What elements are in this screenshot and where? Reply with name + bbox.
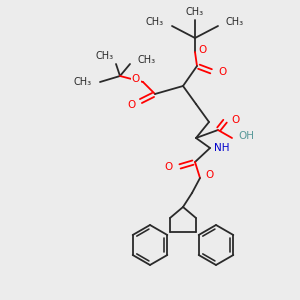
Text: CH₃: CH₃ — [74, 77, 92, 87]
Text: CH₃: CH₃ — [146, 17, 164, 27]
Text: OH: OH — [238, 131, 254, 141]
Text: O: O — [132, 74, 140, 84]
Text: CH₃: CH₃ — [96, 51, 114, 61]
Text: O: O — [198, 45, 206, 55]
Text: CH₃: CH₃ — [226, 17, 244, 27]
Text: O: O — [128, 100, 136, 110]
Text: O: O — [165, 162, 173, 172]
Text: O: O — [205, 170, 213, 180]
Text: NH: NH — [214, 143, 230, 153]
Text: O: O — [231, 115, 239, 125]
Text: CH₃: CH₃ — [138, 55, 156, 65]
Text: CH₃: CH₃ — [186, 7, 204, 17]
Text: O: O — [218, 67, 226, 77]
